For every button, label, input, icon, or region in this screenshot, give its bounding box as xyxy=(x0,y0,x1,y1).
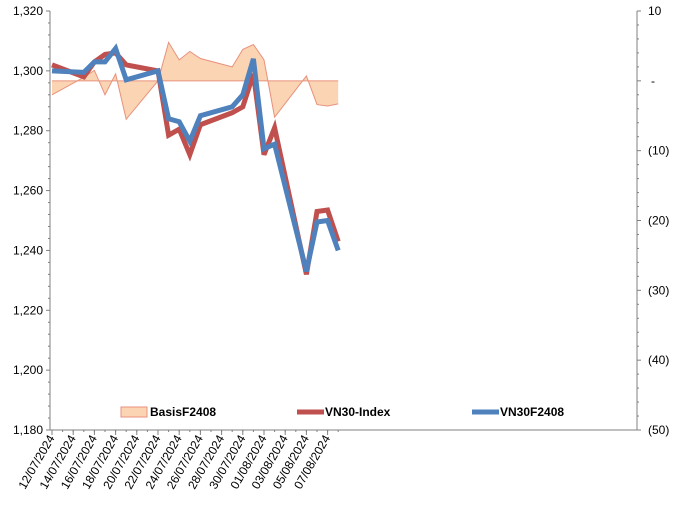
right-axis-tick-label: (10) xyxy=(648,144,669,158)
legend-label-BasisF2408: BasisF2408 xyxy=(150,405,216,419)
left-axis-tick-label: 1,300 xyxy=(13,64,43,78)
x-axis: 12/07/202414/07/202416/07/202418/07/2024… xyxy=(15,429,637,492)
right-axis-tick-label: (30) xyxy=(648,283,669,297)
legend: BasisF2408 VN30-Index VN30F2408 xyxy=(120,405,564,419)
left-axis-tick-label: 1,320 xyxy=(13,4,43,18)
legend-label-VN30F2408: VN30F2408 xyxy=(500,405,564,419)
legend-label-VN30-Index: VN30-Index xyxy=(325,405,391,419)
series-line-VN30F2408 xyxy=(51,43,341,272)
left-axis-tick-label: 1,280 xyxy=(13,124,43,138)
left-axis-tick-label: 1,260 xyxy=(13,184,43,198)
left-axis: 1,180 1,200 1,220 1,240 1,260 1,280 1,300 1,320 xyxy=(13,4,51,437)
left-axis-tick-label: 1,240 xyxy=(13,243,43,257)
left-axis-tick-label: 1,200 xyxy=(13,363,43,377)
right-axis: (50) (40) (30) (20) (10) - 10 xyxy=(636,4,669,437)
left-axis-tick-label: 1,180 xyxy=(13,423,43,437)
right-axis-tick-label: (20) xyxy=(648,214,669,228)
right-axis-tick-label: (40) xyxy=(648,353,669,367)
left-axis-tick-label: 1,220 xyxy=(13,303,43,317)
right-axis-tick-label: 10 xyxy=(648,4,662,18)
right-axis-tick-label: (50) xyxy=(648,423,669,437)
legend-swatch-BasisF2408 xyxy=(120,406,148,418)
area-outline-BasisF2408 xyxy=(51,41,339,121)
right-axis-tick-label: - xyxy=(651,74,655,88)
series-lines-layer xyxy=(51,43,341,275)
